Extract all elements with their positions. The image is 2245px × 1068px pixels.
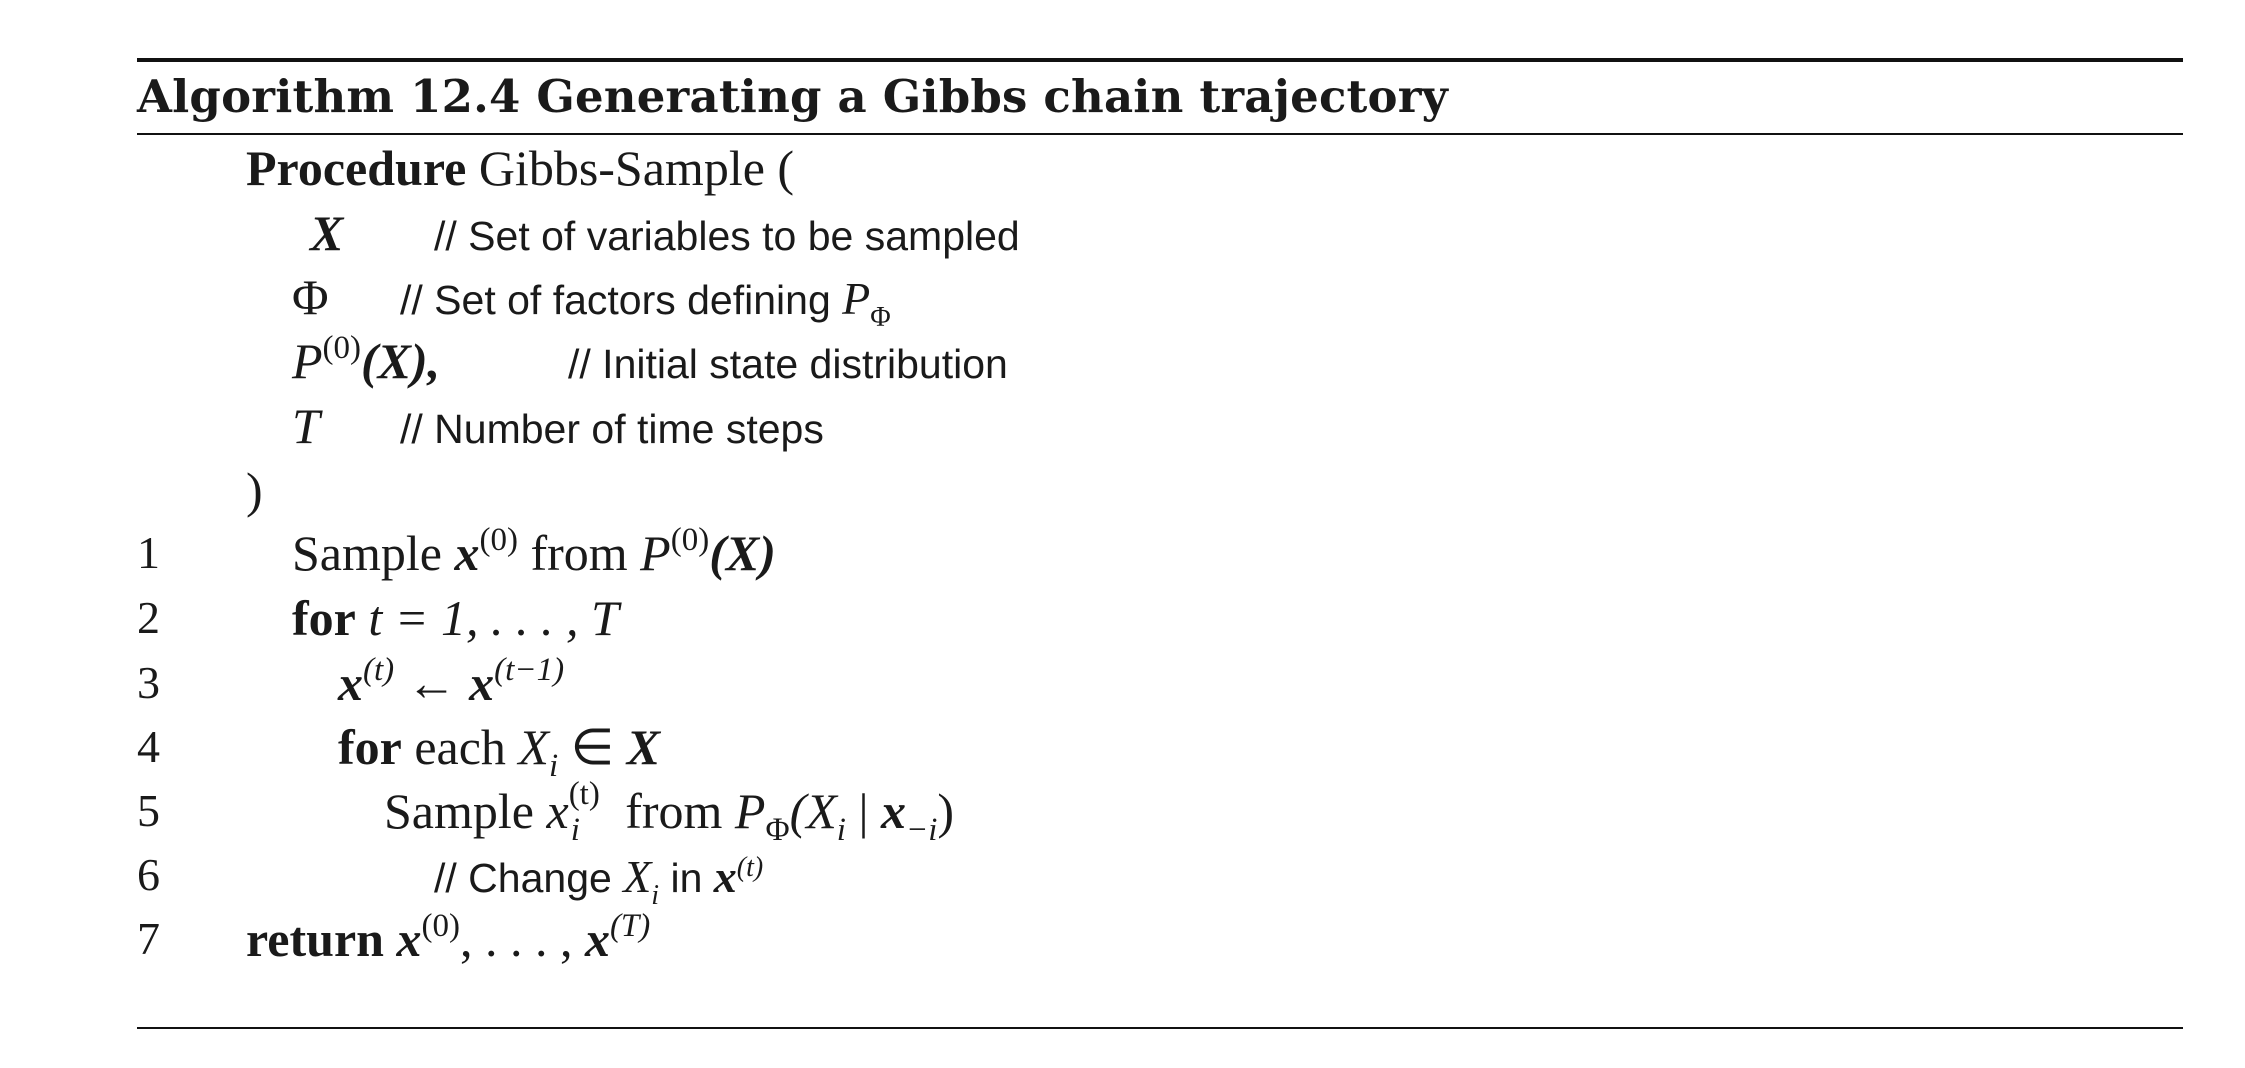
comment-symbol: P — [842, 273, 871, 324]
procedure-keyword: Procedure — [246, 140, 467, 196]
comment-variable: X — [623, 851, 652, 902]
ellipsis: , . . . , — [459, 911, 585, 967]
superscript: (0) — [479, 522, 518, 558]
dist-symbol: P — [640, 525, 671, 581]
param-initial-dist: P(0)(X), // Initial state distribution — [0, 329, 2245, 393]
algorithm-line-3: 3 x(t) ← x(t−1) — [0, 651, 2245, 715]
line-text: Sample — [292, 525, 455, 581]
line-text: Sample — [384, 783, 547, 839]
dist-symbol: P — [734, 783, 766, 839]
comment-text: // Set of factors defining — [400, 277, 843, 323]
param-superscript: (0) — [322, 330, 362, 366]
title-rule — [137, 133, 2183, 135]
vector-x: x — [880, 783, 906, 839]
comment-text: // Change — [434, 855, 624, 901]
algorithm-line-5: 5 Sample x (t) i from PΦ(Xi | x−i) — [0, 776, 2245, 847]
superscript: (0) — [670, 522, 710, 558]
assign-arrow: ← — [394, 655, 470, 711]
param-t: T // Number of time steps — [0, 394, 2245, 458]
comment-subscript: i — [651, 880, 660, 911]
comment-text: in — [659, 855, 714, 901]
param-symbol: Φ — [292, 269, 329, 325]
subscript: i — [548, 748, 559, 784]
param-symbol: P — [292, 333, 323, 389]
subscript: i — [570, 812, 580, 848]
param-symbol: X — [310, 205, 344, 261]
superscript: (t) — [568, 776, 600, 812]
close-paren: ) — [937, 783, 955, 839]
comment-subscript: Φ — [870, 302, 891, 333]
vector-x: x — [469, 655, 495, 711]
algorithm-line-1: 1 Sample x(0) from P(0)(X) — [0, 521, 2245, 585]
line-comment: // Change Xi in x(t) — [434, 851, 764, 910]
element-of: ∈ — [558, 719, 627, 775]
subscript: Φ — [765, 812, 790, 848]
superscript: (T) — [609, 908, 651, 944]
superscript: (t−1) — [494, 652, 565, 688]
algorithm-line-4: 4 for each Xi ∈ X — [0, 715, 2245, 783]
given-bar: | — [845, 783, 881, 839]
line-number: 3 — [137, 657, 160, 708]
close-paren: ) — [246, 462, 263, 518]
comment-superscript: (t) — [736, 852, 764, 883]
superscript: (0) — [421, 908, 460, 944]
line-number: 2 — [137, 592, 160, 643]
procedure-header: Procedure Gibbs-Sample ( — [0, 136, 2245, 200]
procedure-close: ) — [0, 458, 2245, 522]
set-x: X — [626, 719, 661, 775]
line-text: from — [612, 783, 735, 839]
param-comment: // Set of factors defining PΦ — [400, 273, 891, 332]
param-symbol: T — [292, 398, 320, 454]
line-text: from — [517, 525, 641, 581]
bottom-rule — [137, 1027, 2183, 1029]
variable-x: X — [518, 719, 549, 775]
variable-x: x — [546, 783, 569, 839]
subscript: −i — [905, 812, 938, 848]
dist-argument: (X) — [709, 525, 776, 581]
param-comment: // Initial state distribution — [568, 341, 1008, 387]
line-number: 6 — [137, 849, 160, 900]
vector-x: x — [454, 525, 480, 581]
line-number: 1 — [137, 527, 160, 578]
procedure-name: Gibbs-Sample ( — [478, 140, 795, 196]
param-comment: // Number of time steps — [400, 406, 824, 452]
vector-x: x — [396, 911, 422, 967]
line-number: 5 — [137, 785, 160, 836]
param-x: X // Set of variables to be sampled — [0, 201, 2245, 265]
algorithm-line-7: 7 return x(0), . . . , x(T) — [0, 907, 2245, 971]
top-rule — [137, 58, 2183, 62]
param-argument: (X), — [361, 333, 441, 389]
algorithm-line-2: 2 for t = 1, . . . , T — [0, 586, 2245, 650]
comment-vector: x — [713, 851, 737, 902]
dist-arg: (X — [789, 783, 837, 839]
keyword: for — [338, 719, 402, 775]
superscript: (t) — [363, 652, 395, 688]
subscript: i — [836, 812, 846, 848]
keyword: for — [292, 590, 356, 646]
keyword: return — [246, 911, 384, 967]
line-number: 4 — [137, 721, 160, 772]
param-comment: // Set of variables to be sampled — [434, 213, 1020, 259]
vector-x: x — [584, 911, 610, 967]
algorithm-line-6: 6 // Change Xi in x(t) — [0, 843, 2245, 910]
line-number: 7 — [137, 913, 160, 964]
param-phi: Φ // Set of factors defining PΦ — [0, 265, 2245, 332]
line-text: each — [401, 719, 519, 775]
loop-expression: t = 1, . . . , T — [368, 590, 619, 646]
algorithm-title: Algorithm 12.4 Generating a Gibbs chain … — [137, 70, 1449, 123]
vector-x: x — [338, 655, 363, 711]
